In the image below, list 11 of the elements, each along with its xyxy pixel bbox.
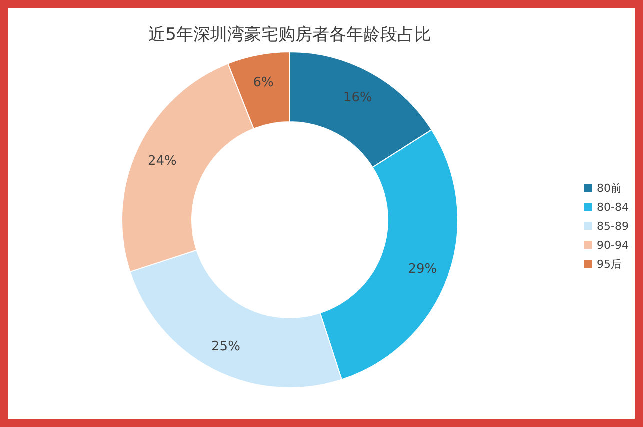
legend-label: 80前 [597,182,622,195]
data-label: 25% [212,340,240,355]
data-label: 16% [343,90,372,106]
legend-label: 85-89 [597,220,629,233]
legend-label: 95后 [597,258,622,271]
data-label: 29% [408,262,438,277]
legend-label: 80-84 [597,201,629,214]
data-label: 24% [148,154,177,169]
chart-title: 近5年深圳湾豪宅购房者各年龄段占比 [148,25,432,45]
legend-label: 90-94 [597,239,629,252]
data-label: 6% [253,75,274,90]
